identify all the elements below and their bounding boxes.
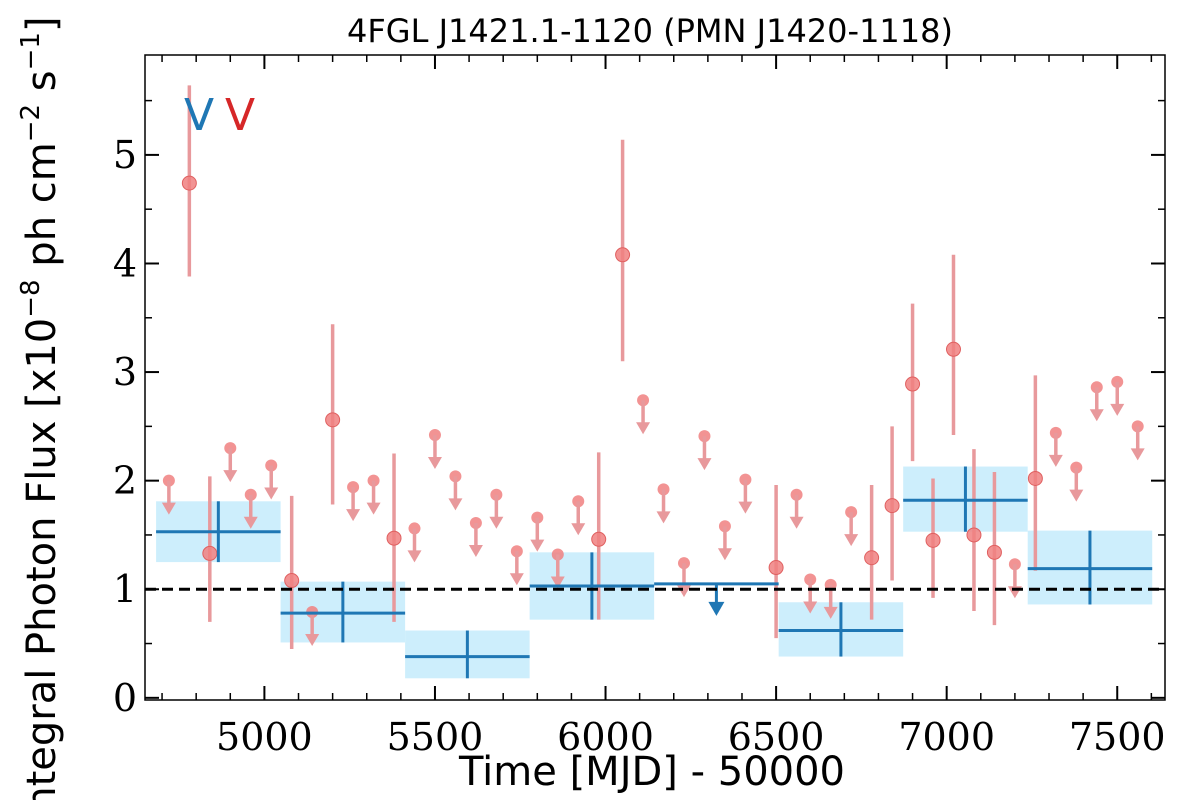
fine-upper-limit-arrow [636, 422, 651, 435]
fine-upper-limit-arrow [448, 498, 463, 511]
fine-upper-limit-arrow [468, 545, 483, 558]
y-tick-label: 0 [113, 676, 137, 720]
y-axis-title-exp: −8 [16, 279, 46, 317]
fine-data-point [202, 545, 218, 561]
fine-upper-limit-arrow [676, 585, 691, 598]
y-tick-label: 1 [113, 567, 137, 611]
y-tick-label: 2 [113, 459, 137, 503]
fine-upper-limit-arrow [789, 516, 804, 529]
x-tick-label: 6500 [728, 715, 825, 759]
fine-upper-limit-arrow [264, 487, 279, 500]
fine-data-point [181, 175, 197, 191]
x-tick-label: 6000 [557, 715, 654, 759]
fine-upper-limit-arrow [550, 576, 565, 589]
fine-data-point [615, 247, 631, 263]
y-axis-title-unit: ph cm [19, 142, 65, 279]
fine-upper-limit-arrow [697, 458, 712, 471]
y-axis-title: Integral Photon Flux [x10−8 ph cm−2 s−1] [16, 16, 65, 800]
fine-upper-limit-arrow [346, 509, 361, 522]
fine-data-point [284, 573, 300, 589]
fine-upper-limit-arrow [489, 516, 504, 529]
y-tick-label: 4 [113, 241, 137, 285]
fine-upper-limit-arrow [844, 534, 859, 547]
y-axis-title-exp2: −2 [16, 104, 46, 142]
fine-data-point [986, 544, 1002, 560]
fine-bin-series [161, 85, 1145, 649]
fine-upper-limit-arrow [243, 516, 258, 529]
fine-upper-limit-arrow [366, 502, 381, 515]
y-axis-title-end: ] [19, 16, 65, 32]
fine-data-point [884, 498, 900, 514]
fine-data-point [1027, 470, 1043, 486]
y-tick-label: 3 [113, 350, 137, 394]
x-tick-label: 7500 [1069, 715, 1166, 759]
x-tick-labels: 5000 5500 6000 6500 7000 7500 [216, 715, 1166, 759]
x-tick-label: 5000 [216, 715, 313, 759]
x-axis-title: Time [MJD] - 50000 [458, 749, 845, 795]
y-axis-title-main: Integral Photon Flux [x10 [19, 318, 65, 800]
fine-upper-limit-arrow [656, 511, 671, 524]
fine-upper-limit-arrow [738, 501, 753, 514]
fine-data-point [966, 527, 982, 543]
fine-upper-limit-arrow [407, 550, 422, 563]
fine-data-point [325, 412, 341, 428]
fine-upper-limit-arrow [509, 573, 524, 586]
fine-data-point [591, 531, 607, 547]
chart-title: 4FGL J1421.1-1120 (PMN J1420-1118) [347, 12, 953, 50]
fine-upper-limit-arrow [1110, 403, 1125, 416]
y-axis-title-unit2: s [19, 70, 65, 104]
fine-data-point [905, 376, 921, 392]
fine-upper-limit-arrow [530, 539, 545, 552]
y-tick-labels: 0 1 2 3 4 5 [113, 133, 137, 720]
annotation-red-v: V [225, 90, 255, 141]
coarse-upper-limit-arrow [708, 601, 725, 616]
annotation-blue-v: V [184, 90, 214, 141]
fine-upper-limit-arrow [427, 457, 442, 470]
fine-data-point [945, 341, 961, 357]
fine-data-point [864, 550, 880, 566]
x-tick-label: 5500 [387, 715, 484, 759]
fine-upper-limit-arrow [823, 606, 838, 619]
fine-upper-limit-arrow [1089, 409, 1104, 422]
x-tick-label: 7000 [898, 715, 995, 759]
fine-upper-limit-arrow [1069, 489, 1084, 502]
fine-upper-limit-arrow [1130, 448, 1145, 461]
fine-data-point [768, 560, 784, 576]
y-axis-title-exp3: −1 [16, 32, 46, 70]
fine-upper-limit-arrow [717, 548, 732, 561]
coarse-bin-series [156, 466, 1153, 679]
fine-upper-limit-arrow [223, 470, 238, 483]
coarse-bin-boxes [156, 466, 1153, 679]
fine-data-point [925, 532, 941, 548]
fine-upper-limit-arrow [571, 523, 586, 536]
fine-upper-limit-arrow [305, 634, 320, 647]
fine-upper-limit-arrow [1048, 454, 1063, 467]
plot-frame [144, 54, 1166, 701]
axis-ticks [145, 55, 1165, 700]
fine-upper-limit-arrow [161, 502, 176, 515]
y-tick-label: 5 [113, 133, 137, 177]
fine-data-point [386, 530, 402, 546]
fine-upper-limit-arrow [803, 601, 818, 614]
